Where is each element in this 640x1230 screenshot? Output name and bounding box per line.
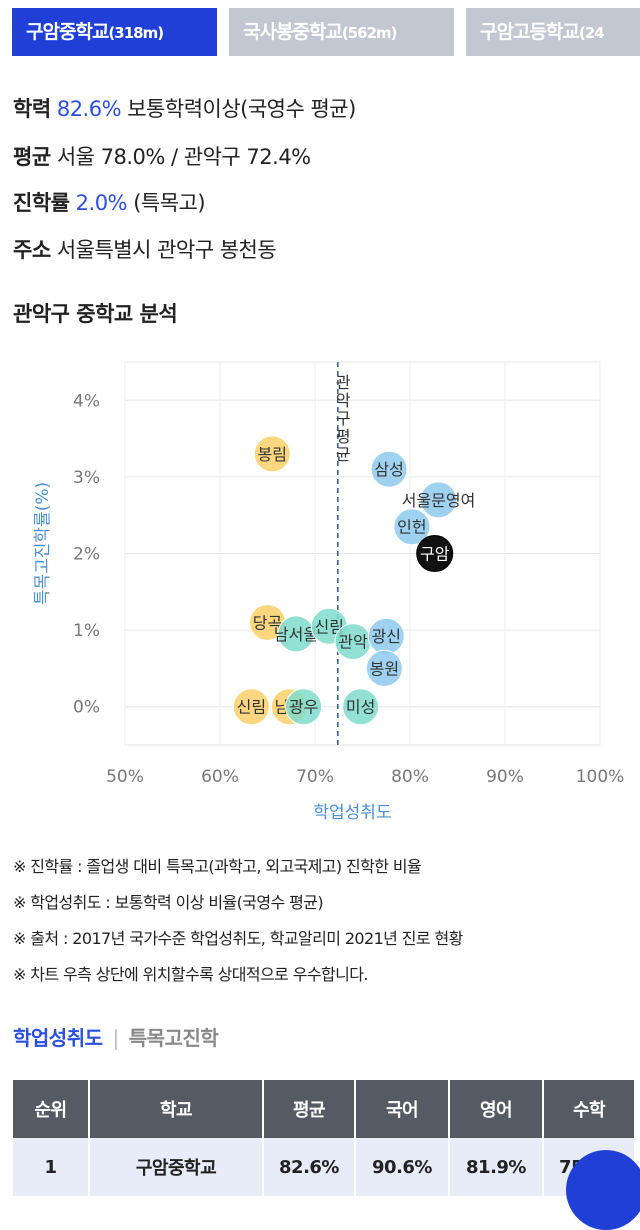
data-point bbox=[416, 535, 454, 572]
y-tick-label: 1% bbox=[73, 621, 100, 641]
chart-points: 봉림삼성서울문영여인헌구암당곡남서울신림관악광신봉원신림남강광우미성 bbox=[232, 435, 476, 726]
x-axis-label: 학업성취도 bbox=[313, 803, 391, 823]
data-point-label: 광우 bbox=[289, 698, 318, 717]
y-tick-label: 2% bbox=[73, 545, 100, 565]
reference-line-label: 관악구평균 bbox=[332, 374, 351, 464]
tab-guam-middle[interactable]: 구암중학교(318m) bbox=[12, 8, 217, 56]
floating-action-button[interactable] bbox=[566, 1150, 640, 1230]
chart-axes: 0% 1% 2% 3% 4% 50% 60% 70% 80% 90% 100% 학업성취도 특목고진학률… bbox=[33, 391, 624, 823]
tab-guksabong-middle[interactable]: 국사봉중학교(562m) bbox=[229, 8, 454, 56]
ranking-table: 순위 학교 평균 국어 영어 수학 1 구암중학교 82.6% 90.6% 81… bbox=[13, 1080, 636, 1196]
data-point bbox=[420, 481, 457, 519]
data-point-label: 신림 bbox=[315, 617, 344, 636]
x-tick-label: 80% bbox=[391, 767, 429, 787]
cell-school: 구암중학교 bbox=[89, 1138, 264, 1196]
achievement-label: 학력 bbox=[13, 97, 51, 121]
x-tick-label: 60% bbox=[201, 767, 239, 787]
ranking-subtabs: 학업성취도 | 특목고진학 bbox=[13, 1022, 219, 1051]
school-tabs: 구암중학교(318m) 국사봉중학교(562m) 구암고등학교(24 bbox=[12, 8, 640, 56]
tab-guam-high[interactable]: 구암고등학교(24 bbox=[466, 8, 640, 56]
cell-average: 82.6% bbox=[263, 1138, 356, 1196]
tab-distance: (24 bbox=[578, 24, 605, 42]
section-title: 관악구 중학교 분석 bbox=[13, 302, 178, 326]
data-point-label: 당곡 bbox=[253, 613, 282, 632]
tab-name: 구암중학교 bbox=[26, 21, 109, 43]
achievement-row: 학력 82.6% 보통학력이상(국영수 평균) bbox=[13, 93, 356, 123]
y-tick-label: 0% bbox=[73, 698, 100, 718]
achievement-desc: 보통학력이상(국영수 평균) bbox=[127, 97, 356, 121]
data-point-label: 신림 bbox=[237, 698, 266, 717]
data-point-label: 서울문영여 bbox=[402, 491, 476, 510]
x-tick-label: 50% bbox=[106, 767, 144, 787]
data-point bbox=[342, 688, 380, 726]
tab-name: 국사봉중학교 bbox=[243, 21, 343, 43]
cell-rank: 1 bbox=[13, 1138, 90, 1196]
header-school: 학교 bbox=[89, 1080, 264, 1138]
y-tick-label: 3% bbox=[73, 468, 100, 488]
data-point bbox=[285, 688, 323, 726]
data-point-label: 광신 bbox=[372, 627, 401, 646]
header-english: 영어 bbox=[449, 1080, 544, 1138]
header-average: 평균 bbox=[263, 1080, 356, 1138]
subtab-achievement[interactable]: 학업성취도 bbox=[13, 1026, 103, 1050]
data-point bbox=[232, 688, 270, 726]
reference-line-group: 관악구평균 bbox=[332, 362, 351, 745]
data-point-label: 인헌 bbox=[397, 518, 426, 537]
data-point-label: 구암 bbox=[420, 545, 450, 564]
tab-distance: (318m) bbox=[108, 24, 164, 42]
data-point bbox=[365, 649, 403, 687]
note-achievement: ※ 학업성취도 : 보통학력 이상 비율(국영수 평균) bbox=[13, 893, 324, 912]
y-axis-label: 특목고진학률(%) bbox=[33, 482, 53, 605]
x-tick-label: 100% bbox=[576, 767, 625, 787]
data-point-label: 미성 bbox=[346, 698, 375, 717]
note-advance-rate: ※ 진학률 : 졸업생 대비 특목고(과학고, 외고국제고) 진학한 비율 bbox=[13, 857, 422, 876]
data-point-label: 봉원 bbox=[370, 659, 399, 678]
subtab-divider: | bbox=[112, 1026, 120, 1050]
average-text: 서울 78.0% / 관악구 72.4% bbox=[56, 145, 311, 169]
achievement-value: 82.6% bbox=[56, 97, 122, 121]
data-point-label: 삼성 bbox=[374, 460, 403, 479]
advance-desc: (특목고) bbox=[133, 191, 206, 215]
cell-english: 81.9% bbox=[449, 1138, 544, 1196]
x-tick-label: 70% bbox=[296, 767, 334, 787]
subtab-advance[interactable]: 특목고진학 bbox=[128, 1026, 219, 1050]
average-row: 평균 서울 78.0% / 관악구 72.4% bbox=[13, 141, 311, 171]
advance-label: 진학률 bbox=[13, 191, 70, 215]
table-header-row: 순위 학교 평균 국어 영어 수학 bbox=[13, 1080, 636, 1138]
notes: ※ 진학률 : 졸업생 대비 특목고(과학고, 외고국제고) 진학한 비율 ※ … bbox=[13, 852, 633, 996]
address-label: 주소 bbox=[13, 238, 51, 262]
data-point bbox=[393, 508, 431, 546]
x-tick-label: 90% bbox=[486, 767, 524, 787]
tab-distance: (562m) bbox=[341, 24, 398, 42]
address-text: 서울특별시 관악구 봉천동 bbox=[56, 238, 277, 262]
tab-name: 구암고등학교 bbox=[480, 21, 580, 43]
data-point-label: 남서울 bbox=[274, 625, 318, 644]
advance-value: 2.0% bbox=[75, 191, 128, 215]
header-math: 수학 bbox=[543, 1080, 636, 1138]
header-rank: 순위 bbox=[13, 1080, 90, 1138]
header-korean: 국어 bbox=[355, 1080, 450, 1138]
scatter-chart: 0% 1% 2% 3% 4% 50% 60% 70% 80% 90% 100% 학업성취도 특목고진학률… bbox=[33, 361, 624, 823]
note-source: ※ 출처 : 2017년 국가수준 학업성취도, 학교알리미 2021년 진로 … bbox=[13, 929, 463, 948]
y-tick-label: 4% bbox=[73, 391, 100, 411]
table-row[interactable]: 1 구암중학교 82.6% 90.6% 81.9% 75.3% bbox=[13, 1138, 636, 1196]
data-point bbox=[253, 435, 291, 473]
cell-korean: 90.6% bbox=[355, 1138, 450, 1196]
data-point-label: 봉림 bbox=[258, 445, 287, 464]
data-point bbox=[370, 450, 408, 488]
note-chart-hint: ※ 차트 우측 상단에 위치할수록 상대적으로 우수합니다. bbox=[13, 965, 368, 984]
data-point-label: 관악 bbox=[338, 633, 368, 652]
average-label: 평균 bbox=[13, 145, 51, 169]
advance-row: 진학률 2.0% (특목고) bbox=[13, 187, 206, 217]
address-row: 주소 서울특별시 관악구 봉천동 bbox=[13, 234, 277, 264]
chart-grid bbox=[124, 361, 601, 746]
